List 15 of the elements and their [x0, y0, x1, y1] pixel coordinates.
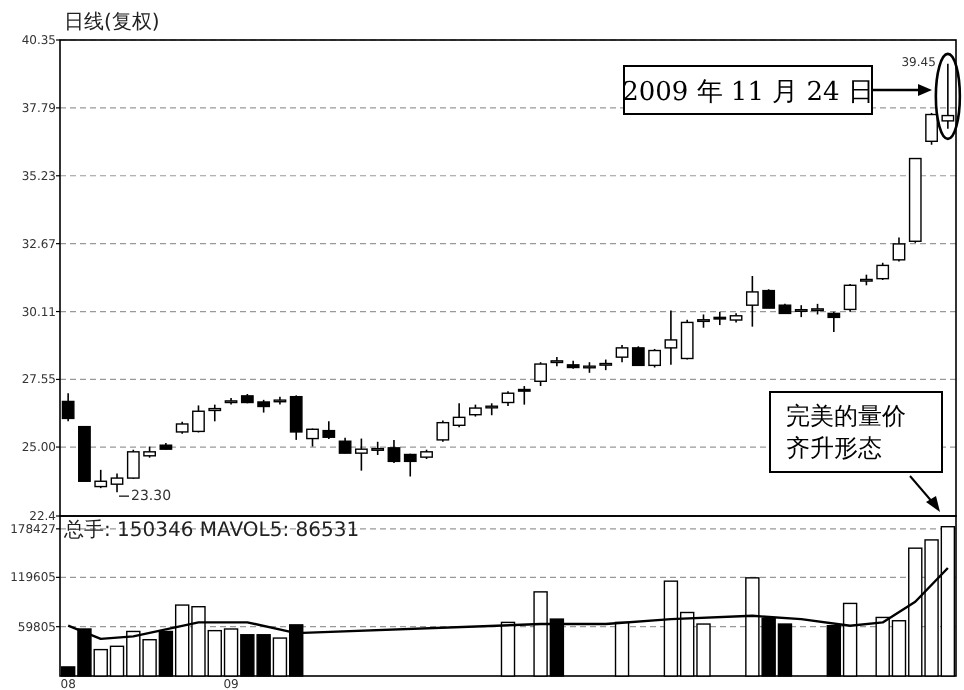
candlestick	[110, 472, 124, 493]
candlestick	[517, 385, 531, 406]
candlestick	[387, 439, 401, 464]
chart-title: 日线(复权)	[64, 10, 160, 34]
candlestick	[680, 318, 694, 361]
candlestick	[664, 309, 678, 366]
annotation: 完美的量价齐升形态	[786, 402, 906, 462]
candlestick	[452, 402, 466, 428]
candlestick	[827, 311, 841, 333]
candlestick	[436, 419, 450, 443]
candlestick	[534, 361, 547, 387]
annotation: 2009 年 11 月 24 日	[622, 78, 874, 108]
candlestick	[208, 403, 222, 423]
candlestick	[843, 283, 857, 313]
chart-title: 总手: 150346 MAVOL5: 86531	[62, 518, 360, 542]
